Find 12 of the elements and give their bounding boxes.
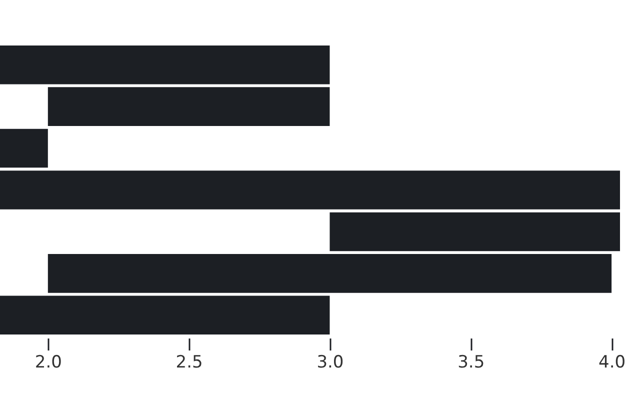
- bar: [0, 128, 48, 168]
- bar: [0, 45, 330, 84]
- bar: [48, 87, 330, 126]
- x-tick-label: 4.0: [598, 352, 626, 372]
- x-tick-label: 2.5: [176, 352, 203, 372]
- bar: [0, 170, 620, 210]
- bar: [48, 254, 612, 293]
- x-tick-label: 3.5: [458, 352, 485, 372]
- x-tick-label: 3.0: [316, 352, 344, 372]
- bar: [330, 212, 620, 252]
- x-tick-label: 2.0: [34, 352, 62, 372]
- bar: [0, 296, 330, 335]
